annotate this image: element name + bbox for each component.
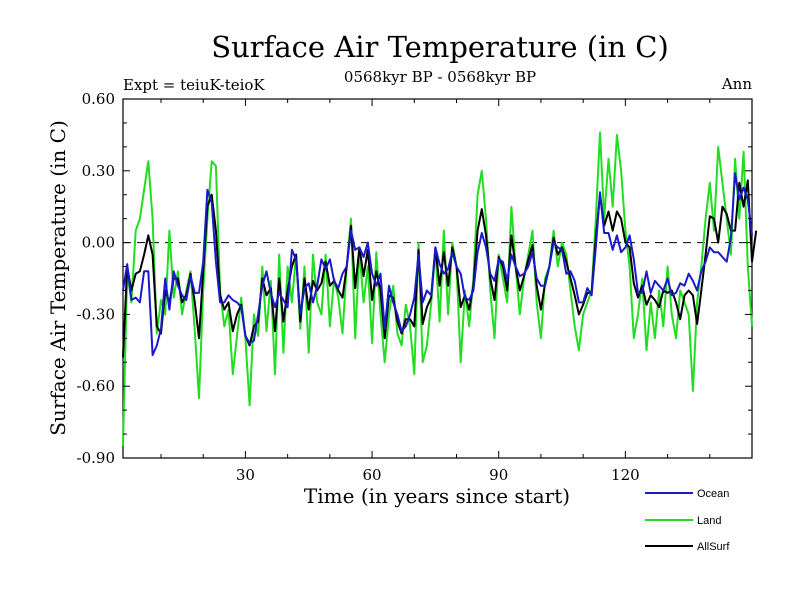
axis-layer: 30 60 90 120 0.60 0.30 0.00 -0.30 -0.60 -0.90 [77,90,752,484]
y-tick-label: -0.90 [77,449,115,467]
x-tick-label: 30 [236,466,255,484]
y-tick-label: 0.00 [82,234,115,252]
series-layer [122,131,758,447]
chart-subtitle: 0568kyr BP - 0568kyr BP [344,68,536,86]
legend: Ocean Land AllSurf [645,488,730,553]
chart-title: Surface Air Temperature (in C) [211,30,669,64]
legend-label-ocean: Ocean [697,488,729,500]
plot-frame [122,98,753,459]
x-tick-label: 90 [489,466,508,484]
x-tick-label: 60 [363,466,382,484]
legend-label-allsurf: AllSurf [697,541,730,553]
y-tick-label: 0.30 [82,162,115,180]
series-line-land [122,131,753,447]
y-tick-label: 0.60 [82,90,115,108]
series-line-allsurf [122,179,758,358]
experiment-label: Expt = teiuK-teioK [123,76,265,94]
legend-label-land: Land [697,515,721,527]
y-tick-label: -0.60 [77,377,115,395]
x-axis-label: Time (in years since start) [304,484,570,508]
period-label: Ann [721,75,752,93]
x-tick-label: 120 [611,466,640,484]
y-axis-label: Surface Air Temperature (in C) [46,120,70,436]
series-line-ocean [122,172,753,357]
y-tick-label: -0.30 [77,305,115,323]
